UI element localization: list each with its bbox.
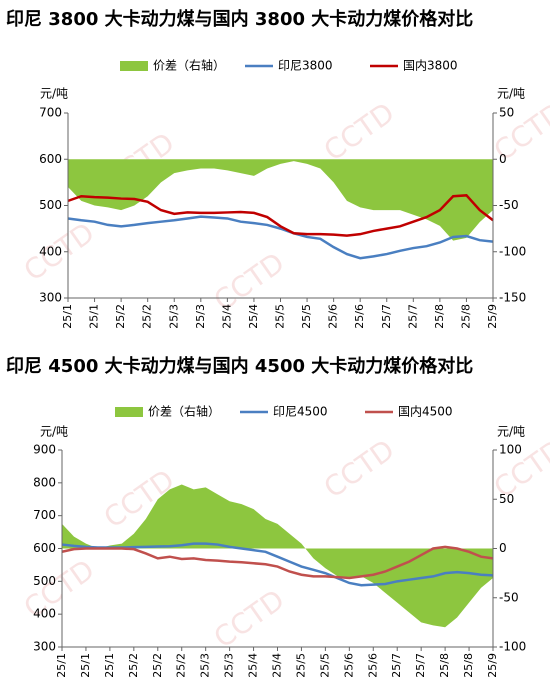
legend-label: 国内4500 (398, 405, 453, 419)
y2-tick-label: -100 (499, 640, 526, 654)
x-tick-label: 25/5 (294, 653, 307, 678)
spread-area (68, 159, 493, 241)
x-tick-label: 25/9 (486, 653, 499, 678)
y2-tick-label: -150 (499, 291, 526, 305)
watermark: CCTD (488, 96, 550, 168)
y2-tick-label: 0 (499, 152, 507, 166)
y2-tick-label: -50 (499, 590, 519, 604)
x-tick-label: 25/8 (462, 653, 475, 678)
x-tick-label: 25/1 (55, 653, 68, 678)
x-tick-label: 25/2 (141, 304, 154, 329)
y-tick-label: 900 (33, 443, 56, 457)
price-line (61, 545, 494, 580)
y-axis-unit: 元/吨 (40, 425, 68, 439)
y-tick-label: 500 (39, 198, 62, 212)
y-tick-label: 800 (33, 475, 56, 489)
y-tick-label: 400 (33, 607, 56, 621)
x-tick-label: 25/6 (342, 653, 355, 678)
legend-swatch (115, 407, 143, 417)
watermark: CCTD (318, 96, 401, 168)
x-tick-label: 25/1 (88, 304, 101, 329)
x-tick-label: 25/4 (247, 653, 260, 678)
x-tick-label: 25/2 (175, 653, 188, 678)
x-tick-label: 25/2 (114, 304, 127, 329)
x-tick-label: 25/6 (366, 653, 379, 678)
legend-label: 价差（右轴） (153, 58, 225, 73)
price-line (67, 194, 494, 237)
x-tick-label: 25/7 (390, 653, 403, 678)
y2-tick-label: -100 (499, 244, 526, 258)
price-line (67, 215, 494, 260)
legend-label: 价差（右轴） (148, 404, 220, 419)
watermark: CCTD (318, 433, 401, 505)
x-tick-label: 25/7 (414, 653, 427, 678)
legend-label: 印尼3800 (278, 59, 333, 73)
x-tick-label: 25/1 (61, 304, 74, 329)
x-tick-label: 25/1 (79, 653, 92, 678)
y2-axis-unit: 元/吨 (497, 87, 525, 101)
legend-label: 印尼4500 (273, 405, 328, 419)
x-tick-label: 25/5 (274, 304, 287, 329)
y2-tick-label: 0 (499, 541, 507, 555)
x-tick-label: 25/2 (127, 653, 140, 678)
x-tick-label: 25/3 (199, 653, 212, 678)
watermark: CCTD (208, 583, 291, 655)
chart-title: 印尼 4500 大卡动力煤与国内 4500 大卡动力煤价格对比 (6, 355, 473, 377)
y2-tick-label: 100 (499, 443, 522, 457)
y-tick-label: 700 (39, 106, 62, 120)
y-tick-label: 500 (33, 574, 56, 588)
y-tick-label: 600 (39, 152, 62, 166)
x-tick-label: 25/3 (167, 304, 180, 329)
y2-axis-unit: 元/吨 (497, 425, 525, 439)
x-tick-label: 25/2 (151, 653, 164, 678)
x-tick-label: 25/8 (433, 304, 446, 329)
y-tick-label: 600 (33, 541, 56, 555)
legend-swatch (120, 61, 148, 71)
spread-area (62, 484, 493, 628)
y-tick-label: 700 (33, 508, 56, 522)
y2-tick-label: -50 (499, 198, 519, 212)
x-tick-label: 25/3 (194, 304, 207, 329)
x-tick-label: 25/8 (438, 653, 451, 678)
y-axis-unit: 元/吨 (40, 87, 68, 101)
x-tick-label: 25/9 (486, 304, 499, 329)
x-tick-label: 25/4 (220, 304, 233, 329)
x-tick-label: 25/8 (459, 304, 472, 329)
y-tick-label: 300 (39, 291, 62, 305)
legend-label: 国内3800 (403, 59, 458, 73)
x-tick-label: 25/6 (327, 304, 340, 329)
x-tick-label: 25/6 (353, 304, 366, 329)
x-tick-label: 25/4 (271, 653, 284, 678)
price-line (61, 542, 494, 587)
y2-tick-label: 50 (499, 106, 514, 120)
x-tick-label: 25/4 (247, 304, 260, 329)
x-tick-label: 25/5 (318, 653, 331, 678)
y-tick-label: 400 (39, 244, 62, 258)
x-tick-label: 25/7 (380, 304, 393, 329)
x-tick-label: 25/3 (223, 653, 236, 678)
chart-title: 印尼 3800 大卡动力煤与国内 3800 大卡动力煤价格对比 (6, 8, 473, 30)
x-tick-label: 25/1 (103, 653, 116, 678)
y2-tick-label: 50 (499, 492, 514, 506)
x-tick-label: 25/5 (300, 304, 313, 329)
y-tick-label: 300 (33, 640, 56, 654)
x-tick-label: 25/7 (406, 304, 419, 329)
